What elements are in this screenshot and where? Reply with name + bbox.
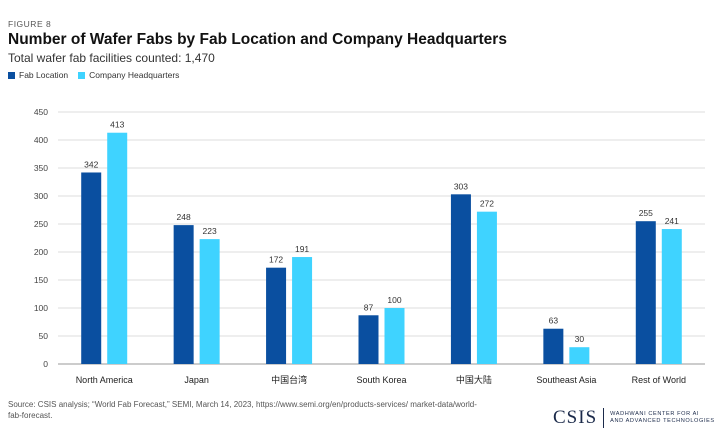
bar-fab-location [81,172,102,364]
legend-label-fab-location: Fab Location [19,70,69,80]
y-tick-label: 250 [34,219,48,229]
data-label: 413 [110,120,124,130]
x-tick-label: Rest of World [632,375,686,385]
bar-fab-location [173,225,194,364]
data-label: 303 [454,181,468,191]
logo-center-line2: AND ADVANCED TECHNOLOGIES [610,418,715,424]
y-tick-label: 150 [34,275,48,285]
bar-company-hq [569,347,590,364]
x-tick-label: Japan [184,375,209,385]
data-label: 223 [203,226,217,236]
legend-swatch-company-hq [78,71,86,79]
x-tick-label: Southeast Asia [536,375,596,385]
x-tick-label: 中国大陆 [456,374,492,385]
data-label: 191 [295,244,309,254]
csis-logo: CSIS WADHWANI CENTER FOR AI AND ADVANCED… [553,407,715,429]
data-label: 248 [177,212,191,222]
data-label: 272 [480,199,494,209]
y-tick-label: 300 [34,191,48,201]
legend-item-fab-location: Fab Location [8,70,68,80]
y-tick-label: 100 [34,303,48,313]
x-tick-label: North America [76,375,133,385]
data-label: 100 [387,295,401,305]
y-tick-label: 350 [34,163,48,173]
chart-subtitle: Total wafer fab facilities counted: 1,47… [8,51,215,65]
bar-company-hq [384,308,405,364]
bar-company-hq [476,211,497,364]
legend: Fab Location Company Headquarters [8,70,179,80]
bar-company-hq [661,229,682,364]
data-label: 30 [575,334,585,344]
data-label: 63 [549,316,559,326]
bar-fab-location [635,221,656,364]
legend-label-company-hq: Company Headquarters [89,70,180,80]
bar-fab-location [450,194,471,364]
logo-wordmark: CSIS [553,407,598,428]
y-tick-label: 200 [34,247,48,257]
bar-company-hq [107,132,128,364]
logo-center-name: WADHWANI CENTER FOR AI AND ADVANCED TECH… [610,411,715,426]
data-label: 241 [665,216,679,226]
legend-swatch-fab-location [8,71,15,79]
bar-fab-location [266,267,287,364]
bar-fab-location [543,328,564,364]
figure-label: FIGURE 8 [8,19,52,29]
data-label: 87 [364,302,374,312]
logo-center-line1: WADHWANI CENTER FOR AI [610,410,700,417]
y-tick-label: 400 [34,135,48,145]
logo-divider [603,408,605,428]
y-tick-label: 0 [43,359,48,369]
bar-company-hq [292,257,313,364]
y-tick-label: 50 [39,331,49,341]
data-label: 342 [84,159,98,169]
x-tick-label: South Korea [356,375,406,385]
y-tick-label: 450 [34,107,48,117]
bar-fab-location [358,315,379,364]
data-label: 255 [639,208,653,218]
x-tick-label: 中国台湾 [271,374,307,385]
chart-title: Number of Wafer Fabs by Fab Location and… [8,31,507,48]
legend-item-company-hq: Company Headquarters [78,70,179,80]
bar-company-hq [199,239,220,364]
data-label: 172 [269,255,283,265]
source-note: Source: CSIS analysis; “World Fab Foreca… [8,400,477,420]
